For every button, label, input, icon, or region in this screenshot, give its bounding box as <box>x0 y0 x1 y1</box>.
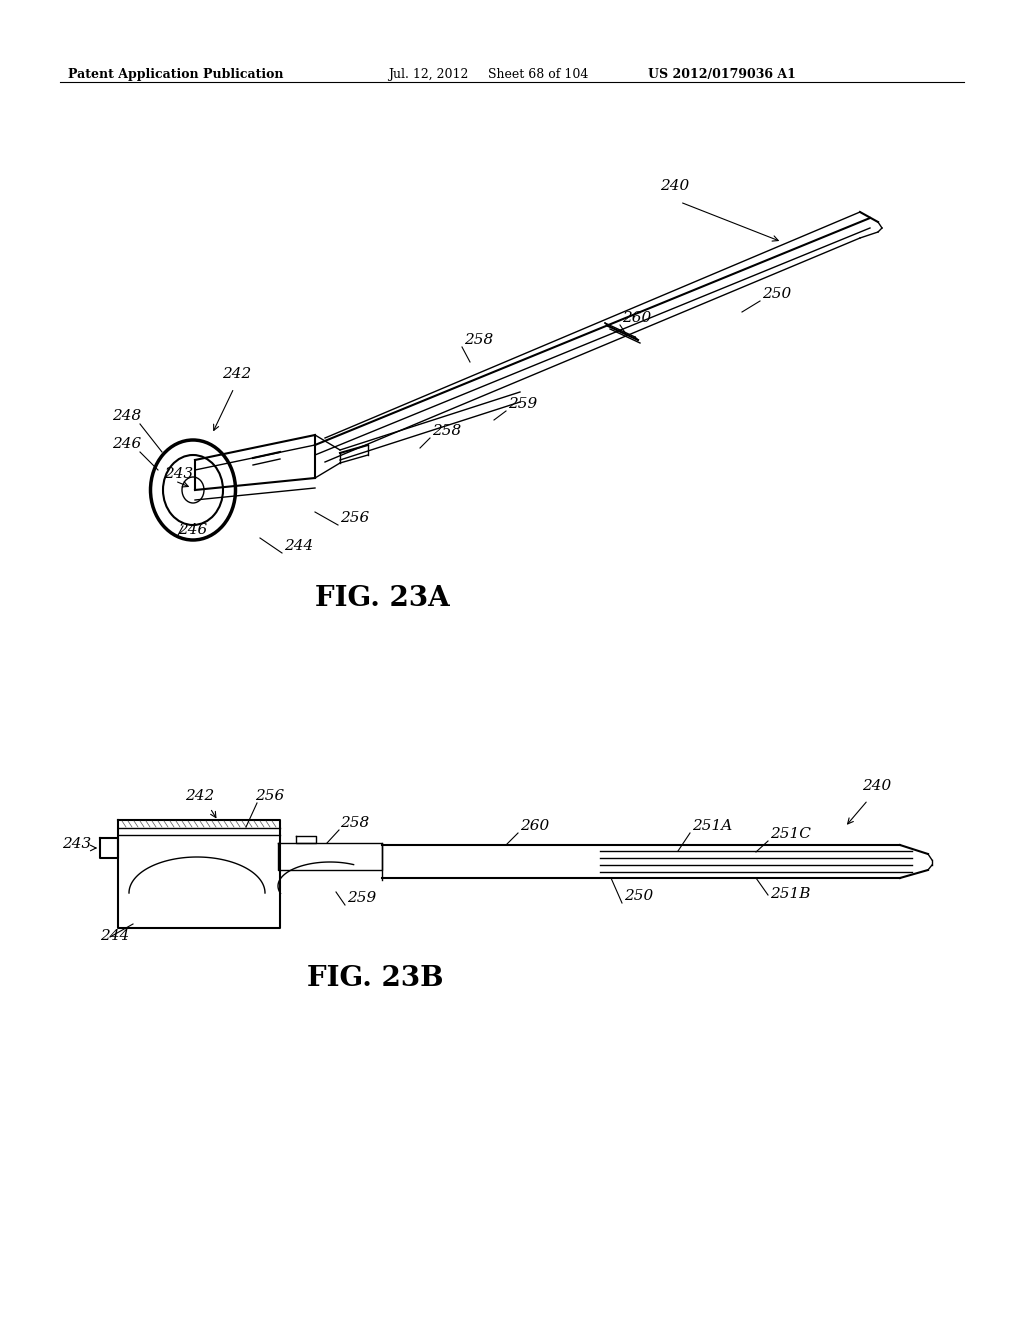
Text: 258: 258 <box>464 333 494 347</box>
Text: 251C: 251C <box>770 828 811 841</box>
Text: 250: 250 <box>624 888 653 903</box>
Text: 240: 240 <box>660 180 689 193</box>
Text: 256: 256 <box>255 789 285 803</box>
Text: 244: 244 <box>284 539 313 553</box>
Text: 258: 258 <box>340 816 370 830</box>
Text: 256: 256 <box>340 511 370 525</box>
Text: 260: 260 <box>622 312 651 325</box>
Text: 244: 244 <box>100 929 129 942</box>
Text: US 2012/0179036 A1: US 2012/0179036 A1 <box>648 69 796 81</box>
Text: Sheet 68 of 104: Sheet 68 of 104 <box>488 69 589 81</box>
Text: 242: 242 <box>185 789 214 803</box>
Text: 246: 246 <box>112 437 141 451</box>
Text: 246: 246 <box>178 523 207 537</box>
Text: FIG. 23A: FIG. 23A <box>314 585 450 611</box>
Text: Patent Application Publication: Patent Application Publication <box>68 69 284 81</box>
Text: 258: 258 <box>432 424 461 438</box>
Text: 250: 250 <box>762 286 792 301</box>
Text: 251B: 251B <box>770 887 811 902</box>
Text: 251A: 251A <box>692 818 732 833</box>
Text: Jul. 12, 2012: Jul. 12, 2012 <box>388 69 468 81</box>
Text: 242: 242 <box>222 367 251 381</box>
Text: 248: 248 <box>112 409 141 422</box>
Text: 243: 243 <box>62 837 91 851</box>
Text: 259: 259 <box>508 397 538 411</box>
Text: FIG. 23B: FIG. 23B <box>307 965 443 991</box>
Text: 243: 243 <box>164 467 194 480</box>
Text: 260: 260 <box>520 818 549 833</box>
Text: 259: 259 <box>347 891 376 906</box>
Text: 240: 240 <box>862 779 891 793</box>
